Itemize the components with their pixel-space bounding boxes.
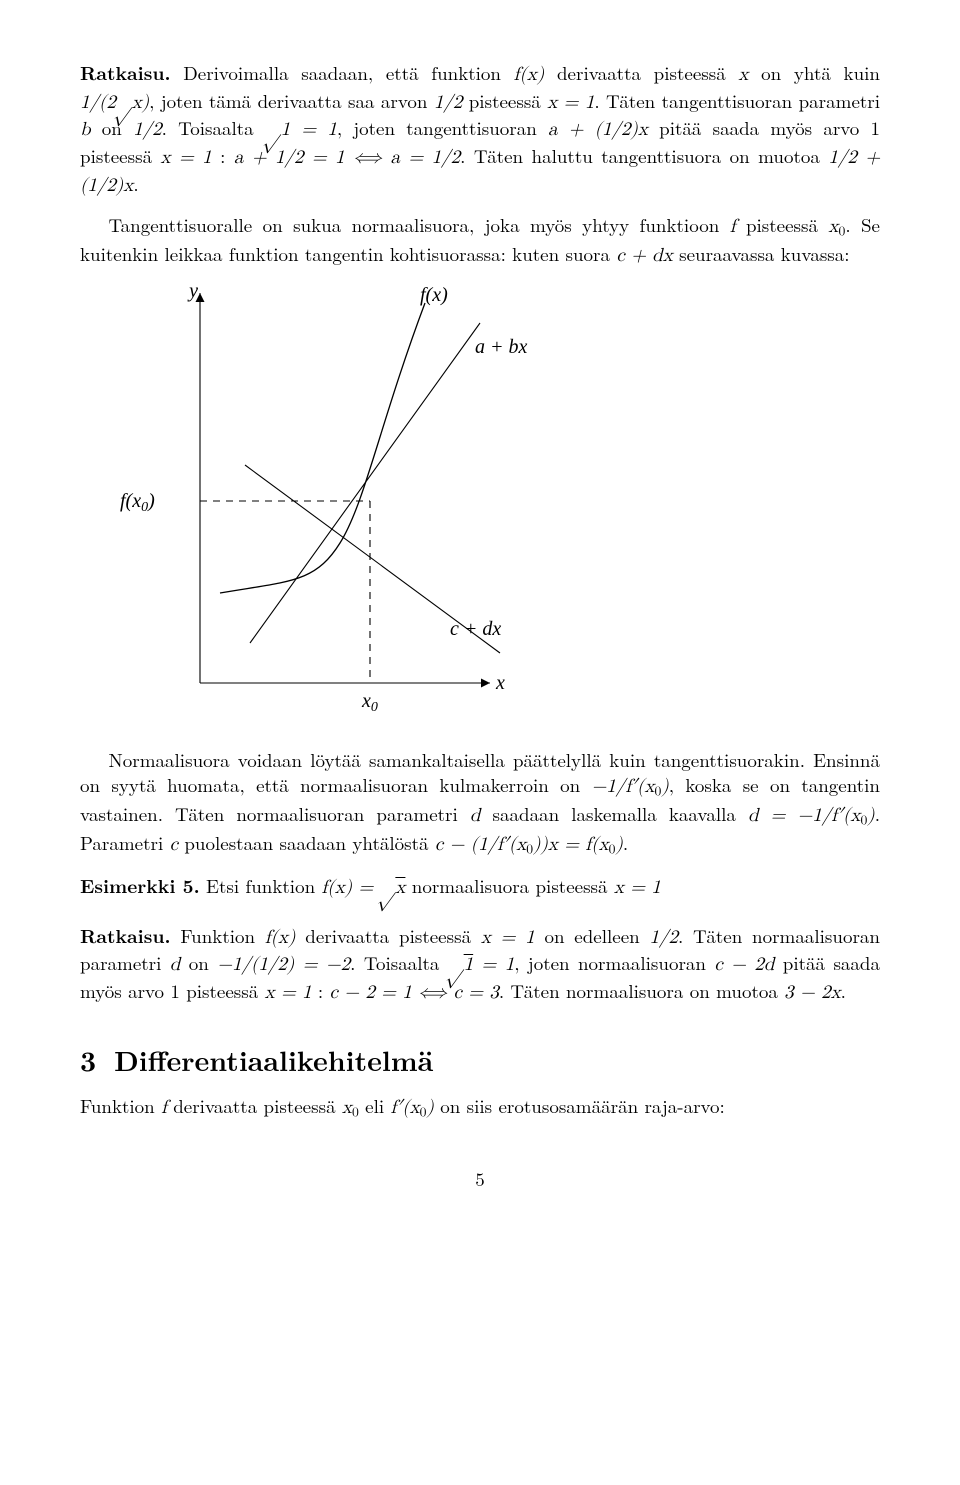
svg-text:x: x — [495, 672, 505, 694]
math-fpx0: f′(x0) — [390, 1098, 433, 1117]
math-xeq1b: x = 1 — [161, 148, 212, 167]
text: on siis erotusosamäärän raja-arvo: — [434, 1092, 725, 1119]
text: pisteessä — [736, 211, 829, 238]
text: puolestaan saadaan yhtälöstä — [178, 829, 435, 856]
text: . — [133, 170, 138, 197]
text: . Toisaalta — [162, 114, 265, 141]
math-x: x — [738, 65, 748, 84]
math-fx: f(x) — [265, 928, 296, 947]
math-eq: a + 1/2 = 1 ⟺ a = 1/2 — [234, 148, 460, 167]
text: . — [841, 977, 846, 1004]
math-e3: c − 2 = 1 ⟺ c = 3 — [329, 983, 498, 1002]
text: . Toisaalta — [350, 949, 448, 976]
svg-text:f(x): f(x) — [420, 284, 448, 306]
text: . Täten haluttu tangenttisuora on muotoa — [460, 142, 828, 169]
text: on yhtä kuin — [748, 59, 880, 86]
text: seuraavassa kuvassa: — [673, 240, 850, 267]
svg-text:f(x0): f(x0) — [120, 490, 155, 515]
section-heading-3: 3 Differentiaalikehitelmä — [80, 1042, 880, 1080]
section-title: Differentiaalikehitelmä — [114, 1040, 433, 1080]
example-label: Esimerkki 5. — [80, 871, 200, 899]
math-d: d — [470, 806, 481, 825]
math-half: 1/2 — [649, 928, 678, 947]
math-sqrt1: √1 = 1 — [265, 120, 337, 139]
math-expr1: a + (1/2)x — [548, 120, 648, 139]
text: Funktion — [171, 922, 265, 949]
math-xeq1b: x = 1 — [265, 983, 312, 1002]
math-xeq1: x = 1 — [614, 878, 661, 897]
paragraph-normaali: Normaalisuora voidaan löytää samankaltai… — [80, 747, 880, 859]
math-e1: −1/(1/2) = −2 — [217, 955, 350, 974]
svg-text:c + dx: c + dx — [450, 618, 501, 640]
math-xeq1: x = 1 — [547, 93, 594, 112]
text: on edelleen — [535, 922, 650, 949]
math-e2: c − 2d — [714, 955, 774, 974]
text: : — [212, 142, 234, 169]
text: derivaatta pisteessä — [167, 1092, 342, 1119]
tangent-normal-figure: y f(x) a + bx f(x0) c + dx x x0 — [80, 283, 880, 723]
paragraph-ratkaisu-1: Ratkaisu. Derivoimalla saadaan, että fun… — [80, 60, 880, 198]
text: . — [623, 829, 628, 856]
math-half: 1/2 — [434, 93, 463, 112]
paragraph-diff: Funktion f derivaatta pisteessä x0 eli f… — [80, 1093, 880, 1122]
text: Derivoimalla saadaan, että funktion — [171, 59, 514, 86]
text: Funktion — [80, 1092, 161, 1119]
svg-text:y: y — [187, 283, 198, 302]
text: . Täten normaalisuora on muotoa — [499, 977, 784, 1004]
text: on — [180, 949, 217, 976]
svg-text:a + bx: a + bx — [475, 336, 527, 358]
example-5: Esimerkki 5. Etsi funktion f(x) = √x nor… — [80, 873, 880, 901]
math-half2: 1/2 — [133, 120, 162, 139]
paragraph-ratkaisu-2: Ratkaisu. Funktion f(x) derivaatta piste… — [80, 923, 880, 1006]
text: on — [91, 114, 133, 141]
text: saadaan laskemalla kaavalla — [480, 800, 748, 827]
math-fxsqrt: f(x) = √x — [321, 878, 405, 897]
math-res: 3 − 2x — [784, 983, 840, 1002]
math-c: c — [170, 835, 178, 854]
page-number: 5 — [80, 1166, 880, 1192]
section-number: 3 — [80, 1040, 96, 1080]
ratkaisu-label: Ratkaisu. — [80, 921, 171, 949]
text: normaalisuora pisteessä — [405, 872, 613, 899]
math-d: d — [170, 955, 181, 974]
math-sqrt1: √1 = 1 — [448, 955, 514, 974]
text: Tangenttisuoralle on sukua normaalisuora… — [109, 211, 730, 238]
math-xeq1: x = 1 — [481, 928, 535, 947]
text: : — [312, 977, 330, 1004]
text: . Täten tangenttisuoran parametri — [594, 87, 880, 114]
math-cdx: c + dx — [616, 246, 672, 265]
math-b: b — [80, 120, 91, 139]
math-e3: c − (1/f′(x0))x = f(x0) — [435, 835, 623, 854]
svg-text:x0: x0 — [361, 690, 378, 715]
paragraph-tangentti: Tangenttisuoralle on sukua normaalisuora… — [80, 212, 880, 269]
text: pisteessä — [462, 87, 547, 114]
math-fx: f(x) — [514, 65, 545, 84]
text: eli — [359, 1092, 391, 1119]
math-e1: −1/f′(x0) — [592, 777, 669, 796]
text: , joten tämä derivaatta saa arvon — [149, 87, 434, 114]
math-e2: d = −1/f′(x0) — [748, 806, 875, 825]
ratkaisu-label: Ratkaisu. — [80, 58, 171, 86]
text: derivaatta pisteessä — [544, 59, 738, 86]
math-frac: 1/(2√x) — [80, 93, 149, 112]
figure-svg: y f(x) a + bx f(x0) c + dx x x0 — [80, 283, 580, 723]
text: Etsi funktion — [200, 872, 322, 899]
text: , joten tangenttisuoran — [337, 114, 548, 141]
text: , joten normaalisuoran — [514, 949, 714, 976]
math-x0: x0 — [828, 217, 845, 236]
math-x0: x0 — [342, 1098, 359, 1117]
text: derivaatta pisteessä — [295, 922, 480, 949]
